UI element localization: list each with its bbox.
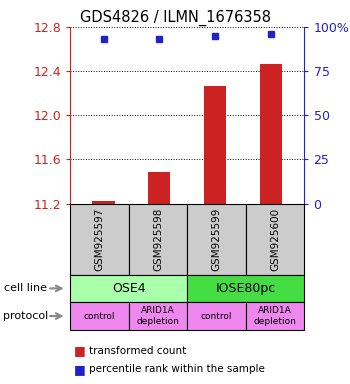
Bar	[204, 86, 226, 204]
Text: GSM925598: GSM925598	[153, 207, 163, 271]
Text: percentile rank within the sample: percentile rank within the sample	[89, 364, 265, 374]
Text: cell line: cell line	[4, 283, 47, 293]
Bar	[260, 65, 282, 204]
Text: ■: ■	[74, 363, 85, 376]
Bar	[148, 172, 170, 204]
Text: ARID1A
depletion: ARID1A depletion	[254, 306, 296, 326]
Text: ■: ■	[74, 344, 85, 358]
Text: ARID1A
depletion: ARID1A depletion	[136, 306, 179, 326]
Bar	[92, 201, 115, 204]
Text: GSM925600: GSM925600	[270, 207, 280, 271]
Text: protocol: protocol	[4, 311, 49, 321]
Text: GSM925597: GSM925597	[94, 207, 104, 271]
Text: GDS4826 / ILMN_1676358: GDS4826 / ILMN_1676358	[79, 10, 271, 26]
Text: GSM925599: GSM925599	[211, 207, 222, 271]
Text: control: control	[84, 311, 115, 321]
Text: transformed count: transformed count	[89, 346, 187, 356]
Text: OSE4: OSE4	[112, 282, 146, 295]
Text: control: control	[201, 311, 232, 321]
Text: IOSE80pc: IOSE80pc	[216, 282, 276, 295]
